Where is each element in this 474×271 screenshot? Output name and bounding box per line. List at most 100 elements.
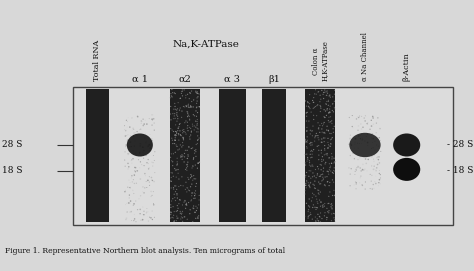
Point — [143, 210, 151, 214]
Point — [178, 89, 186, 94]
Point — [139, 205, 146, 209]
Text: α 3: α 3 — [224, 75, 240, 84]
Point — [133, 181, 140, 185]
Point — [319, 205, 327, 209]
Point — [193, 119, 201, 124]
Point — [301, 137, 309, 142]
Point — [303, 201, 310, 205]
Point — [180, 129, 188, 134]
Point — [195, 198, 203, 202]
Point — [173, 175, 180, 179]
Point — [176, 96, 184, 101]
Point — [192, 204, 200, 208]
Point — [150, 179, 158, 184]
Point — [306, 101, 313, 106]
Point — [323, 215, 330, 220]
Point — [321, 183, 329, 188]
Point — [187, 105, 195, 109]
Point — [320, 183, 328, 187]
Point — [179, 94, 186, 98]
Point — [128, 116, 136, 120]
Text: 28 S: 28 S — [2, 140, 23, 150]
Point — [323, 215, 331, 220]
Point — [146, 175, 153, 179]
Point — [326, 94, 333, 98]
Point — [323, 99, 331, 104]
Point — [131, 130, 139, 135]
Point — [174, 114, 182, 118]
Point — [185, 145, 192, 149]
Point — [311, 134, 319, 139]
Point — [328, 170, 336, 175]
Point — [127, 140, 134, 144]
Point — [172, 134, 180, 138]
Point — [361, 167, 369, 171]
Point — [181, 105, 189, 109]
Point — [194, 138, 201, 143]
Point — [132, 151, 139, 156]
Point — [359, 136, 366, 141]
Point — [318, 88, 326, 93]
Point — [140, 191, 148, 195]
Point — [123, 210, 131, 214]
Point — [193, 121, 201, 126]
Point — [126, 210, 134, 214]
Point — [307, 110, 315, 114]
Point — [331, 218, 338, 222]
Point — [311, 136, 319, 140]
Point — [177, 133, 184, 137]
Point — [167, 203, 174, 207]
Point — [129, 134, 137, 138]
Text: Na,K-ATPase: Na,K-ATPase — [173, 40, 240, 49]
Point — [177, 143, 184, 147]
Point — [184, 92, 191, 96]
Point — [307, 212, 315, 217]
Point — [149, 113, 157, 117]
Point — [184, 175, 191, 180]
Point — [188, 146, 195, 151]
Point — [351, 172, 359, 177]
Point — [307, 143, 315, 147]
Point — [324, 128, 332, 133]
Point — [185, 200, 192, 205]
Point — [130, 182, 138, 186]
Point — [191, 193, 198, 198]
Point — [346, 115, 353, 120]
Point — [124, 138, 132, 142]
Point — [188, 198, 195, 202]
Point — [193, 101, 201, 106]
Point — [308, 155, 316, 159]
Point — [312, 88, 319, 92]
Point — [328, 136, 336, 140]
Point — [302, 163, 310, 167]
Point — [362, 157, 369, 161]
Point — [327, 120, 335, 124]
Point — [171, 166, 179, 171]
Point — [171, 219, 178, 223]
Point — [352, 167, 360, 172]
Point — [191, 210, 199, 215]
Point — [124, 120, 131, 124]
Point — [136, 166, 144, 170]
Point — [181, 215, 188, 219]
Point — [303, 129, 310, 133]
Point — [313, 199, 321, 204]
Point — [301, 189, 309, 193]
Point — [144, 214, 152, 219]
Point — [309, 98, 317, 103]
Point — [304, 101, 312, 105]
Point — [136, 150, 143, 155]
Point — [316, 123, 324, 128]
Point — [167, 94, 175, 98]
Point — [314, 103, 321, 107]
Point — [168, 136, 175, 140]
Point — [330, 211, 337, 215]
Point — [331, 159, 339, 164]
Bar — [170, 89, 200, 222]
Point — [310, 95, 318, 100]
Bar — [262, 89, 286, 222]
Point — [167, 186, 175, 190]
Point — [169, 160, 176, 164]
Point — [311, 92, 319, 96]
Point — [195, 92, 203, 96]
